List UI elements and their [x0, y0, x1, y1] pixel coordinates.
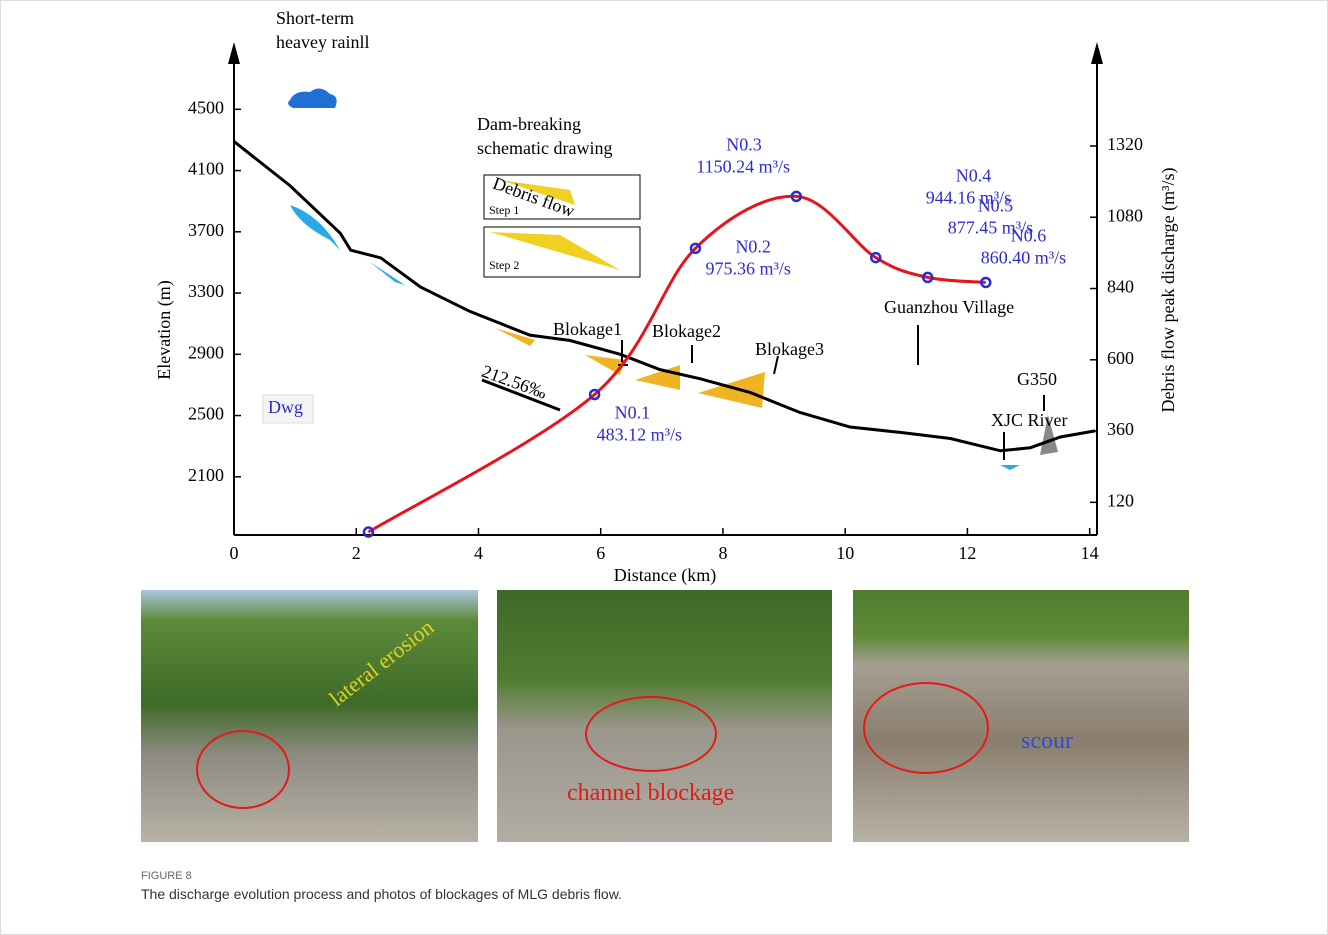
- y-tick-label: 2100: [188, 465, 224, 485]
- river: [1000, 465, 1020, 470]
- arrow: [1091, 42, 1103, 64]
- annotation: Step 2: [489, 258, 519, 272]
- annotation: heavey rainll: [276, 32, 369, 52]
- annotation: Dam-breaking: [477, 114, 581, 134]
- highlight: [585, 696, 717, 772]
- highlight: [196, 730, 290, 809]
- annotation: schematic drawing: [477, 138, 612, 158]
- annotation: Blokage3: [755, 339, 824, 359]
- figure-label: FIGURE 8: [141, 870, 192, 882]
- y2-tick-label: 1080: [1107, 205, 1143, 225]
- x-axis-label: Distance (km): [614, 565, 716, 586]
- y2-tick-label: 360: [1107, 419, 1134, 439]
- value-label: 975.36 m³/s: [705, 258, 790, 278]
- y2-tick-label: 120: [1107, 490, 1134, 510]
- y2-axis-label: Debris flow peak discharge (m³/s): [1158, 167, 1179, 412]
- point-label: N0.3: [726, 135, 762, 155]
- y-tick-label: 3300: [188, 281, 224, 301]
- figure-caption: The discharge evolution process and phot…: [141, 886, 622, 902]
- y2-tick-label: 840: [1107, 277, 1134, 297]
- x-tick-label: 12: [958, 543, 976, 563]
- point-label: N0.6: [1011, 226, 1047, 246]
- x-tick-label: 4: [474, 543, 483, 563]
- point-label: N0.4: [956, 166, 992, 186]
- deposit: [698, 372, 765, 408]
- x-tick-label: 10: [836, 543, 854, 563]
- x-tick-label: 0: [230, 543, 239, 563]
- photo-3: scour: [853, 590, 1189, 842]
- arrow: [228, 42, 240, 64]
- photo-2: channel blockage: [497, 590, 832, 842]
- y-tick-label: 4500: [188, 97, 224, 117]
- highlight: [863, 682, 989, 774]
- value-label: 483.12 m³/s: [597, 425, 682, 445]
- annotation: G350: [1017, 369, 1057, 389]
- x-tick-label: 8: [718, 543, 727, 563]
- annotation: 212.56‰: [479, 361, 549, 403]
- point-label: N0.5: [978, 196, 1014, 216]
- rain-cloud: [288, 88, 337, 108]
- photo-caption: scour: [1021, 728, 1073, 755]
- photo-caption: channel blockage: [567, 780, 734, 807]
- x-tick-label: 2: [352, 543, 361, 563]
- annotation: Dwg: [268, 397, 303, 417]
- point-label: N0.2: [735, 236, 771, 256]
- chart: Elevation (m) Debris flow peak discharge…: [0, 0, 1328, 590]
- y2-tick-label: 1320: [1107, 134, 1143, 154]
- annotation: Blokage2: [652, 321, 721, 341]
- annotation: Short-term: [276, 8, 354, 28]
- annotation: Blokage1: [553, 319, 622, 339]
- y2-tick-label: 600: [1107, 348, 1134, 368]
- x-tick-label: 14: [1081, 543, 1099, 563]
- value-label: 1150.24 m³/s: [696, 157, 790, 177]
- y-tick-label: 2500: [188, 404, 224, 424]
- value-label: 860.40 m³/s: [981, 248, 1066, 268]
- annotation: XJC River: [991, 410, 1068, 430]
- y-tick-label: 2900: [188, 342, 224, 362]
- y-tick-label: 3700: [188, 220, 224, 240]
- point-label: N0.1: [615, 403, 651, 423]
- figure-page: Elevation (m) Debris flow peak discharge…: [0, 0, 1328, 935]
- annotation: Guanzhou Village: [884, 297, 1014, 317]
- discharge-curve: [368, 196, 985, 532]
- y-tick-label: 4100: [188, 159, 224, 179]
- photo-1: lateral erosion: [141, 590, 478, 842]
- x-tick-label: 6: [596, 543, 605, 563]
- photo-caption: lateral erosion: [324, 614, 439, 712]
- y-axis-label: Elevation (m): [154, 280, 175, 379]
- annotation: Step 1: [489, 203, 519, 217]
